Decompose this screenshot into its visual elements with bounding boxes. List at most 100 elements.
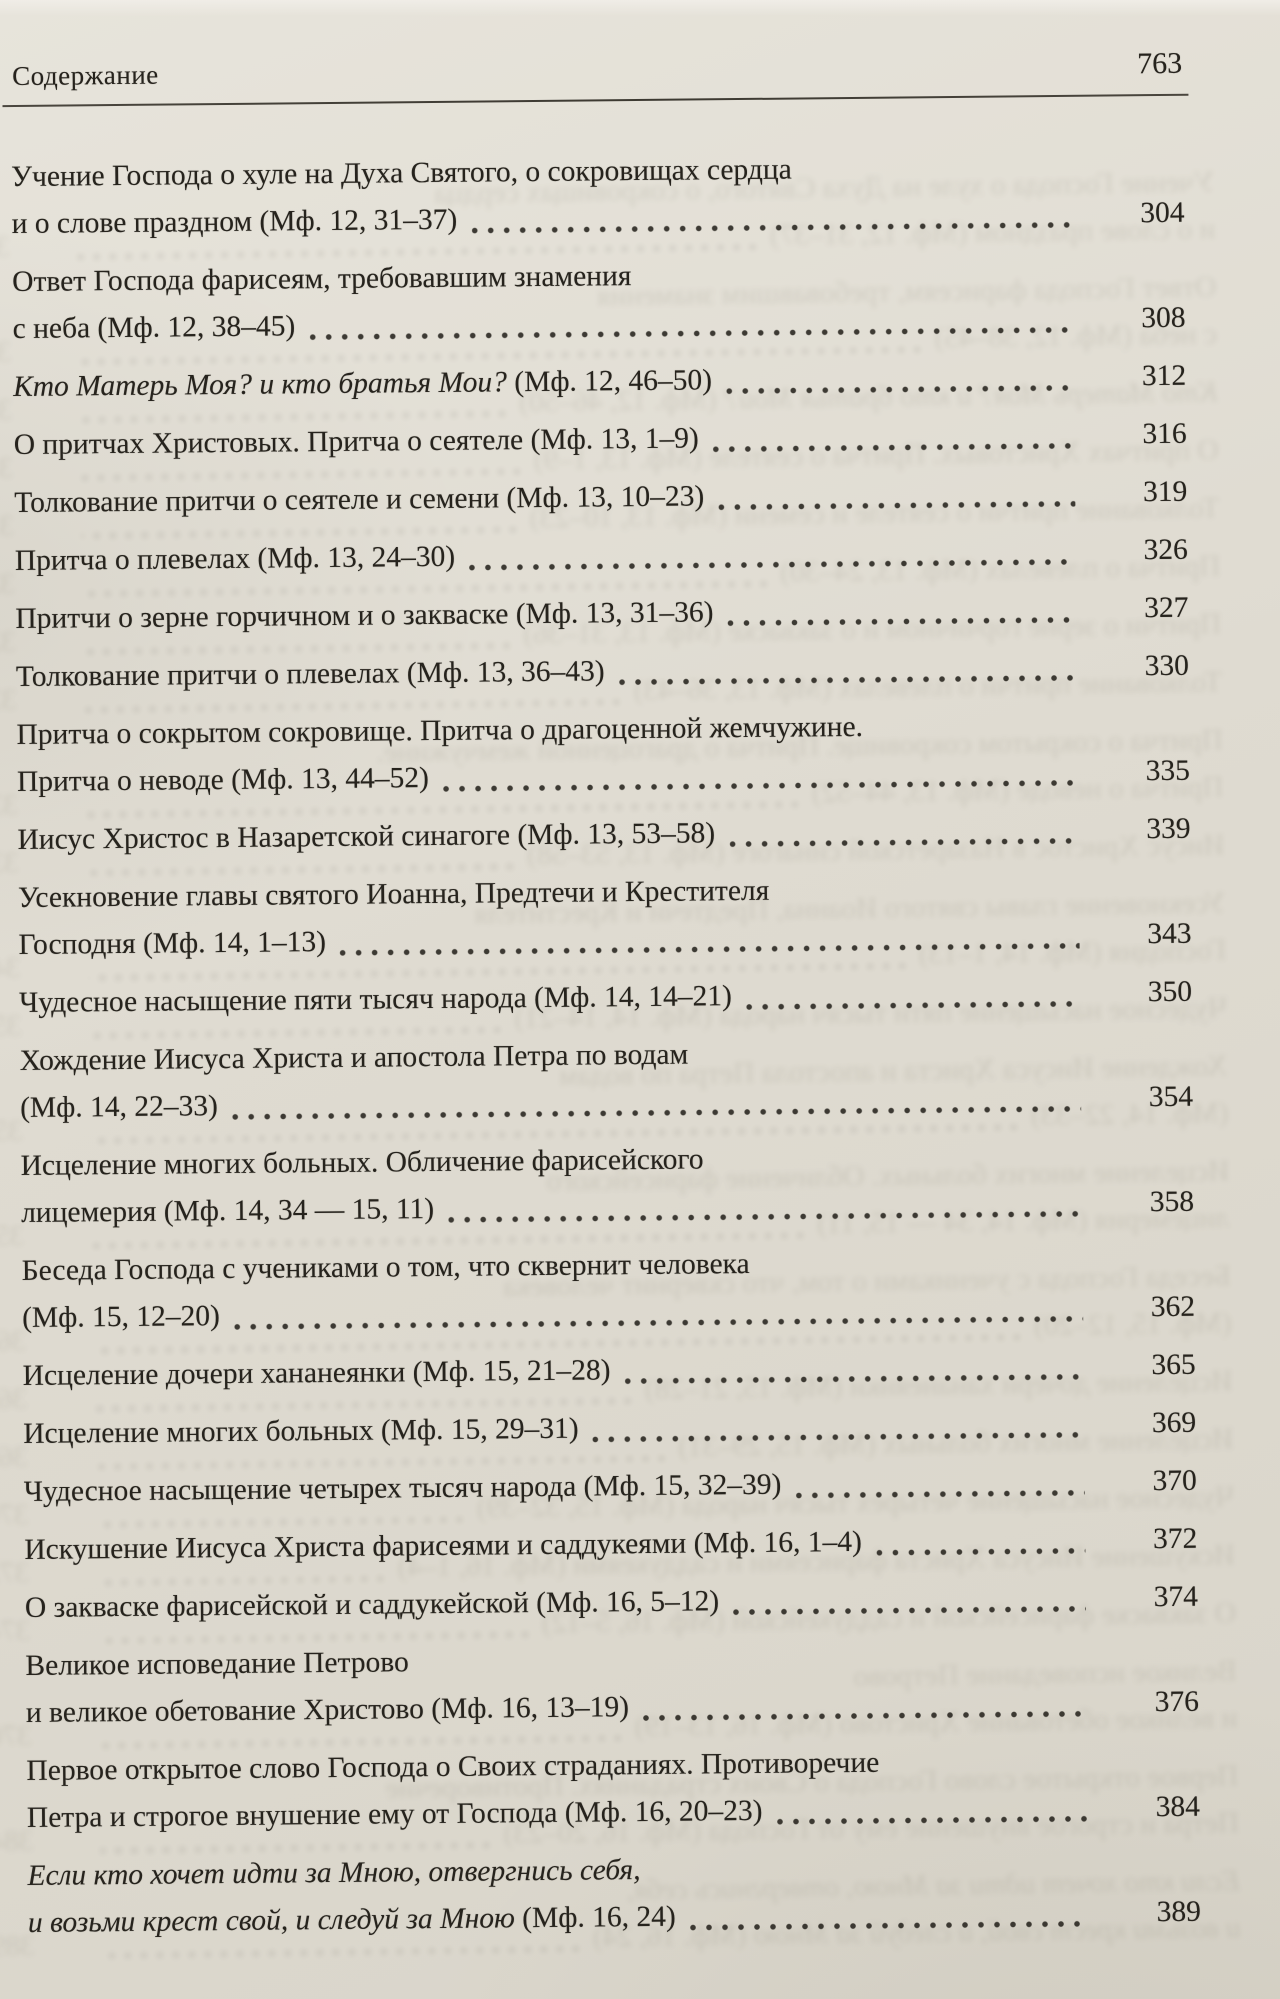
toc-entry-page-number: 354 xyxy=(1148,1080,1194,1114)
toc-entry-line: Исцеление многих больных (Мф. 15, 29–31)… xyxy=(23,1400,1196,1458)
toc-entry: Ответ Господа фарисеям, требовавшим знам… xyxy=(12,248,1186,353)
dot-leader xyxy=(442,777,1079,794)
toc-entry-page-number: 312 xyxy=(1141,359,1187,393)
toc-entry-line: Толкование притчи о сеятеле и семени (Мф… xyxy=(14,469,1187,527)
toc-entry-text: О закваске фарисейской и саддукейской (М… xyxy=(24,1585,720,1624)
toc-entry: Усекновение главы святого Иоанна, Предте… xyxy=(18,864,1192,969)
toc-entry-line: и возьми крест свой, и следуй за Мною (М… xyxy=(28,1889,1201,1947)
toc-entry-text: Притча о сокрытом сокровище. Притча о др… xyxy=(16,710,864,752)
toc-entry-line: Толкование притчи о плевелах (Мф. 13, 36… xyxy=(16,643,1189,701)
toc-entry-text: (Мф. 15, 12–20) xyxy=(21,1300,221,1334)
toc-entry: Исцеление многих больных (Мф. 15, 29–31)… xyxy=(23,1400,1196,1458)
toc-entry-line: и великое обетование Христово (Мф. 16, 1… xyxy=(26,1679,1199,1737)
dot-leader xyxy=(471,219,1073,236)
toc-entry: Иисус Христос в Назаретской синагоге (Мф… xyxy=(17,806,1190,864)
toc-entry-page-number: 335 xyxy=(1145,754,1191,788)
toc-entry-text: Искушение Иисуса Христа фарисеями и садд… xyxy=(24,1525,863,1566)
toc-entry-line: с неба (Мф. 12, 38–45) 308 xyxy=(12,295,1185,353)
toc-entry-line: Исцеление дочери хананеянки (Мф. 15, 21–… xyxy=(22,1342,1196,1400)
toc-entry-text: Учение Господа о хуле на Духа Святого, о… xyxy=(11,153,792,194)
toc-entry: Искушение Иисуса Христа фарисеями и садд… xyxy=(24,1516,1197,1574)
toc-entry-text: Беседа Господа с учениками о том, что ск… xyxy=(21,1247,750,1287)
dot-leader xyxy=(592,1429,1085,1445)
toc-entry-text: О притчах Христовых. Притча о сеятеле (М… xyxy=(13,422,699,462)
page-number: 763 xyxy=(1136,46,1183,81)
toc-entry-line: Господня (Мф. 14, 1–13) 343 xyxy=(18,911,1191,969)
toc-entry-text: Исцеление многих больных. Обличение фари… xyxy=(20,1143,704,1182)
toc-entry: Толкование притчи о плевелах (Мф. 13, 36… xyxy=(16,643,1189,701)
toc-entry: Великое исповедание Петрово и великое обе… xyxy=(25,1632,1199,1737)
toc-entry-page-number: 365 xyxy=(1151,1348,1196,1382)
toc-entry-page-number: 369 xyxy=(1151,1406,1197,1440)
dot-leader xyxy=(733,1603,1087,1618)
toc-entry-page-number: 304 xyxy=(1140,196,1185,230)
dot-leader xyxy=(618,672,1078,688)
toc-entry: Учение Господа о хуле на Духа Святого, о… xyxy=(11,143,1185,248)
toc-entry-page-number: 350 xyxy=(1147,975,1193,1009)
toc-entry-line: Искушение Иисуса Христа фарисеями и садд… xyxy=(24,1516,1197,1574)
running-header: Содержание 763 xyxy=(0,0,1278,92)
dot-leader xyxy=(726,382,1075,397)
toc-entry-line: О закваске фарисейской и саддукейской (М… xyxy=(25,1574,1198,1632)
toc-entry-line: (Мф. 14, 22–33) 354 xyxy=(20,1074,1193,1132)
toc-entry-line: Петра и строгое внушение ему от Господа … xyxy=(27,1784,1200,1842)
toc-entry: Исцеление многих больных. Обличение фари… xyxy=(20,1132,1195,1237)
toc-entry-text: Притча о плевелах (Мф. 13, 24–30) xyxy=(14,540,456,578)
dot-leader xyxy=(233,1313,1084,1332)
toc-entry: Беседа Господа с учениками о том, что ск… xyxy=(21,1237,1196,1342)
toc-entry-line: Чудесное насыщение пяти тысяч народа (Мф… xyxy=(19,969,1192,1027)
toc-entry-text: и возьми крест свой, и следуй за Мною xyxy=(27,1902,515,1939)
toc-entry-page-number: 376 xyxy=(1154,1685,1200,1719)
dot-leader xyxy=(448,1208,1083,1225)
toc-entry-page-number: 327 xyxy=(1143,591,1189,625)
toc-entry-page-number: 330 xyxy=(1144,649,1190,683)
toc-entry: Притча о плевелах (Мф. 13, 24–30) 326 xyxy=(15,527,1188,585)
toc-entry-text: Притчи о зерне горчичном и о закваске (М… xyxy=(15,596,714,636)
toc-entry-text: (Мф. 16, 24) xyxy=(514,1900,676,1935)
dot-leader xyxy=(340,940,1080,958)
running-header-title: Содержание xyxy=(12,59,159,92)
dot-leader xyxy=(729,835,1079,850)
toc-entry: Чудесное насыщение пяти тысяч народа (Мф… xyxy=(19,969,1192,1027)
toc-entry-text: и великое обетование Христово (Мф. 16, 1… xyxy=(25,1691,630,1729)
toc-entry-text: с неба (Мф. 12, 38–45) xyxy=(12,310,296,346)
dot-leader xyxy=(231,1103,1082,1122)
toc-entry-text: Великое исповедание Петрово xyxy=(25,1646,409,1682)
dot-leader xyxy=(309,324,1074,343)
toc-entry-page-number: 358 xyxy=(1149,1185,1195,1219)
dot-leader xyxy=(718,498,1076,513)
toc-entry: О притчах Христовых. Притча о сеятеле (М… xyxy=(14,411,1187,469)
toc-entry-text: (Мф. 12, 46–50) xyxy=(506,364,713,399)
dot-leader xyxy=(875,1545,1086,1558)
toc-entry-line: Кто Матерь Моя? и кто братья Мои? (Мф. 1… xyxy=(13,353,1186,411)
toc-entry-text: Исцеление многих больных (Мф. 15, 29–31) xyxy=(23,1412,579,1450)
toc-entry-line: лицемерия (Мф. 14, 34 — 15, 11) 358 xyxy=(21,1179,1194,1237)
toc-entry-text: Исцеление дочери хананеянки (Мф. 15, 21–… xyxy=(22,1354,611,1392)
toc-entry-text: (Мф. 14, 22–33) xyxy=(19,1090,219,1124)
toc-entry-line: Притча о неводе (Мф. 13, 44–52) 335 xyxy=(17,748,1190,806)
toc-entry: Чудесное насыщение четырех тысяч народа … xyxy=(24,1458,1197,1516)
toc-entry-line: Притчи о зерне горчичном и о закваске (М… xyxy=(15,585,1188,643)
toc-entry-text: Толкование притчи о плевелах (Мф. 13, 36… xyxy=(15,655,605,694)
table-of-contents: Учение Господа о хуле на Духа Святого, о… xyxy=(0,95,1280,1947)
toc-entry: Хождение Иисуса Христа и апостола Петра … xyxy=(19,1027,1194,1132)
toc-entry-line: Иисус Христос в Назаретской синагоге (Мф… xyxy=(17,806,1190,864)
dot-leader xyxy=(102,1943,580,1961)
toc-entry-text: Иисус Христос в Назаретской синагоге (Мф… xyxy=(17,817,716,857)
toc-entry: Толкование притчи о сеятеле и семени (Мф… xyxy=(14,469,1187,527)
dot-leader xyxy=(745,998,1081,1013)
toc-entry-text: Толкование притчи о сеятеле и семени (Мф… xyxy=(14,480,705,520)
dot-leader xyxy=(643,1708,1088,1724)
toc-entry-page-number: 343 xyxy=(1147,917,1192,951)
toc-entry: Первое открытое слово Господа о Своих ст… xyxy=(26,1737,1200,1842)
toc-entry-text: Чудесное насыщение пяти тысяч народа (Мф… xyxy=(18,980,732,1019)
toc-entry-text: Усекновение главы святого Иоанна, Предте… xyxy=(17,874,770,914)
toc-entry: Притча о сокрытом сокровище. Притча о др… xyxy=(16,701,1190,806)
toc-entry-text: Притча о неводе (Мф. 13, 44–52) xyxy=(16,762,430,799)
toc-entry-text: Первое открытое слово Господа о Своих ст… xyxy=(26,1746,880,1787)
toc-entry-line: Чудесное насыщение четырех тысяч народа … xyxy=(24,1458,1197,1516)
toc-entry-text: Ответ Господа фарисеям, требовавшим знам… xyxy=(12,260,632,299)
dot-leader xyxy=(689,1918,1090,1933)
